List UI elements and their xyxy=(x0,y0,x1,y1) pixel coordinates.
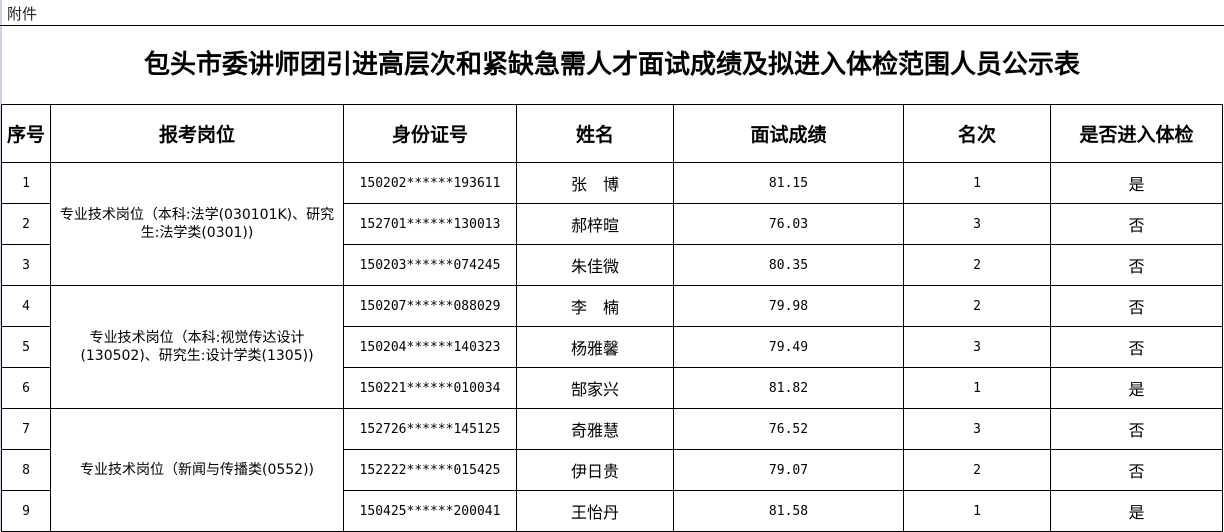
position-cell: 专业技术岗位（新闻与传播类(0552)) xyxy=(50,408,344,532)
interview-score: 79.07 xyxy=(673,449,904,491)
interview-score: 79.49 xyxy=(673,326,904,368)
id-number: 150202******193611 xyxy=(343,162,517,204)
candidate-name: 奇雅慧 xyxy=(516,408,674,450)
position-cell: 专业技术岗位（本科:视觉传达设计(130502)、研究生:设计学类(1305)) xyxy=(50,285,344,409)
rank: 1 xyxy=(903,162,1051,204)
enter-physical-exam: 否 xyxy=(1050,203,1223,245)
header-score: 面试成绩 xyxy=(673,104,904,163)
candidate-name: 伊日贵 xyxy=(516,449,674,491)
candidate-name: 王怡丹 xyxy=(516,490,674,532)
page-title: 包头市委讲师团引进高层次和紧缺急需人才面试成绩及拟进入体检范围人员公示表 xyxy=(143,50,1080,80)
table-row: 4 专业技术岗位（本科:视觉传达设计(130502)、研究生:设计学类(1305)… xyxy=(1,285,1223,409)
row-no: 6 xyxy=(1,367,51,409)
table-row: 9 150425******200041 王怡丹 81.58 1 是 xyxy=(1,490,1223,532)
enter-physical-exam: 是 xyxy=(1050,162,1223,204)
table-row: 6 150221******010034 郜家兴 81.82 1 是 xyxy=(1,367,1223,409)
rank: 2 xyxy=(903,285,1051,327)
table-row: 2 152701******130013 郝梓暄 76.03 3 否 xyxy=(1,203,1223,245)
row-no: 9 xyxy=(1,490,51,532)
row-no: 1 xyxy=(1,162,51,204)
interview-score: 76.03 xyxy=(673,203,904,245)
table-row: 7 专业技术岗位（新闻与传播类(0552)) 152726******145125 奇… xyxy=(1,408,1223,532)
results-table: 序号 报考岗位 身份证号 姓名 面试成绩 名次 是否进入体检 1 专业技术岗位（本… xyxy=(1,104,1223,532)
rank: 2 xyxy=(903,244,1051,286)
header-position: 报考岗位 xyxy=(50,104,344,163)
candidate-name: 杨雅馨 xyxy=(516,326,674,368)
candidate-name: 朱佳微 xyxy=(516,244,674,286)
row-no: 7 xyxy=(1,408,51,450)
enter-physical-exam: 否 xyxy=(1050,244,1223,286)
attachment-label: 附件 xyxy=(7,5,38,23)
interview-score: 79.98 xyxy=(673,285,904,327)
enter-physical-exam: 否 xyxy=(1050,408,1223,450)
candidate-name: 郝梓暄 xyxy=(516,203,674,245)
id-number: 150425******200041 xyxy=(343,490,517,532)
enter-physical-exam: 是 xyxy=(1050,490,1223,532)
rank: 1 xyxy=(903,490,1051,532)
header-rank: 名次 xyxy=(903,104,1051,163)
table-row: 3 150203******074245 朱佳微 80.35 2 否 xyxy=(1,244,1223,286)
row-no: 3 xyxy=(1,244,51,286)
table-header-row: 序号 报考岗位 身份证号 姓名 面试成绩 名次 是否进入体检 xyxy=(1,104,1223,163)
id-number: 152726******145125 xyxy=(343,408,517,450)
table-row: 5 150204******140323 杨雅馨 79.49 3 否 xyxy=(1,326,1223,368)
interview-score: 80.35 xyxy=(673,244,904,286)
header-exam: 是否进入体检 xyxy=(1050,104,1223,163)
id-number: 152701******130013 xyxy=(343,203,517,245)
id-number: 150204******140323 xyxy=(343,326,517,368)
interview-score: 81.15 xyxy=(673,162,904,204)
header-id: 身份证号 xyxy=(343,104,517,163)
rank: 3 xyxy=(903,326,1051,368)
row-no: 4 xyxy=(1,285,51,327)
rank: 1 xyxy=(903,367,1051,409)
table-row: 8 152222******015425 伊日贵 79.07 2 否 xyxy=(1,449,1223,491)
enter-physical-exam: 否 xyxy=(1050,326,1223,368)
rank: 3 xyxy=(903,203,1051,245)
header-no: 序号 xyxy=(1,104,51,163)
id-number: 150203******074245 xyxy=(343,244,517,286)
candidate-name: 郜家兴 xyxy=(516,367,674,409)
candidate-name: 张 博 xyxy=(516,162,674,204)
interview-score: 76.52 xyxy=(673,408,904,450)
rank: 3 xyxy=(903,408,1051,450)
row-no: 5 xyxy=(1,326,51,368)
id-number: 150207******088029 xyxy=(343,285,517,327)
header-name: 姓名 xyxy=(516,104,674,163)
divider xyxy=(0,25,1224,26)
enter-physical-exam: 否 xyxy=(1050,449,1223,491)
position-cell: 专业技术岗位（本科:法学(030101K)、研究生:法学类(0301)) xyxy=(50,162,344,286)
interview-score: 81.58 xyxy=(673,490,904,532)
id-number: 152222******015425 xyxy=(343,449,517,491)
enter-physical-exam: 是 xyxy=(1050,367,1223,409)
row-no: 2 xyxy=(1,203,51,245)
table-row: 1 专业技术岗位（本科:法学(030101K)、研究生:法学类(0301)) 150… xyxy=(1,162,1223,286)
rank: 2 xyxy=(903,449,1051,491)
enter-physical-exam: 否 xyxy=(1050,285,1223,327)
id-number: 150221******010034 xyxy=(343,367,517,409)
row-no: 8 xyxy=(1,449,51,491)
candidate-name: 李 楠 xyxy=(516,285,674,327)
interview-score: 81.82 xyxy=(673,367,904,409)
